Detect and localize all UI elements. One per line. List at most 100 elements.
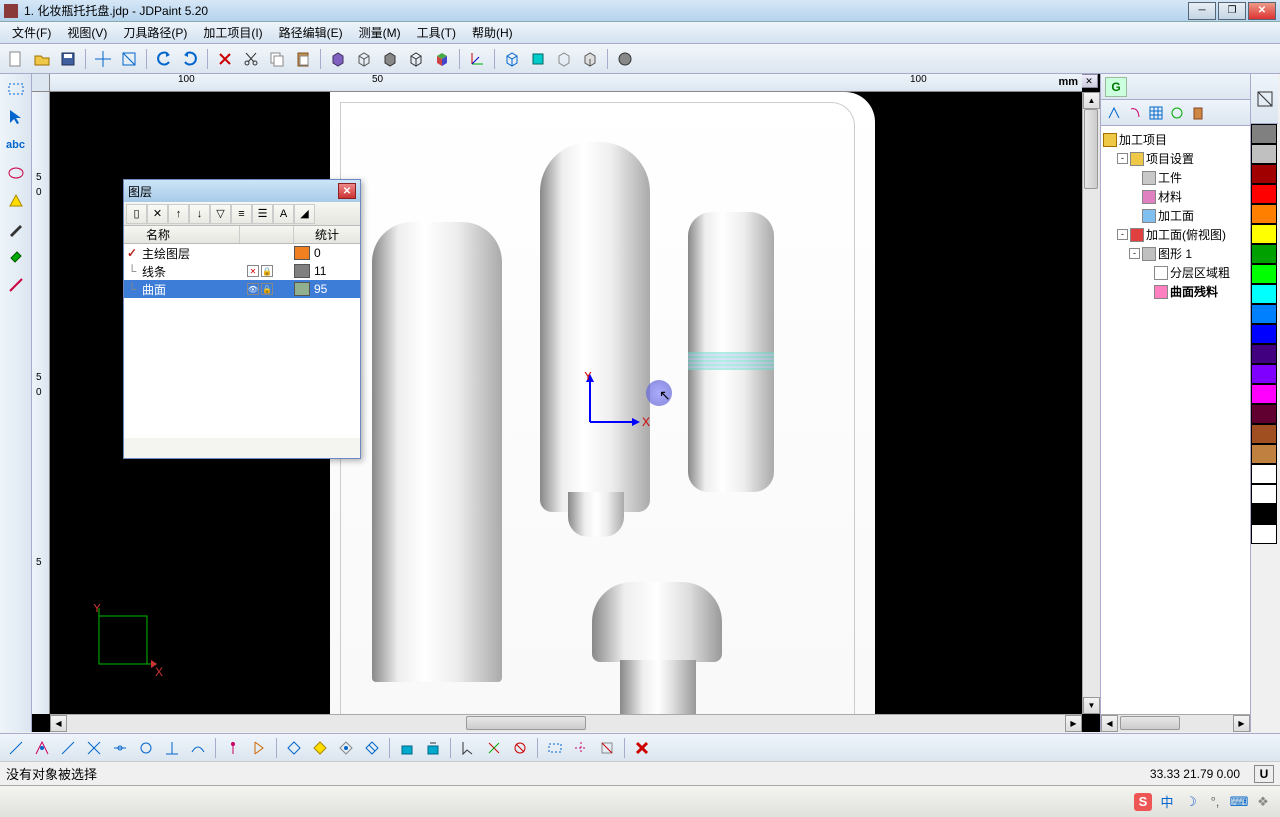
vertical-scrollbar[interactable]: ▲ ▼ [1082, 92, 1100, 714]
color-swatch[interactable] [1251, 404, 1277, 424]
text-tool-icon[interactable]: abc [3, 132, 29, 158]
status-u-button[interactable]: U [1254, 765, 1274, 783]
color-swatch[interactable] [1251, 204, 1277, 224]
btool-23[interactable] [630, 736, 654, 760]
btool-18[interactable] [482, 736, 506, 760]
layers-btn-3[interactable]: ↓ [189, 204, 210, 224]
layers-list[interactable]: ✓主绘图层0└线条✕🔒11└曲面👁🔒95 [124, 244, 360, 438]
layers-btn-0[interactable]: ▯ [126, 204, 147, 224]
layers-btn-5[interactable]: ≡ [231, 204, 252, 224]
scroll-right-button[interactable]: ▶ [1065, 715, 1082, 732]
color-swatch[interactable] [1251, 424, 1277, 444]
undo-button[interactable] [152, 47, 176, 71]
btool-17[interactable] [456, 736, 480, 760]
delete-button[interactable] [213, 47, 237, 71]
btool-8[interactable] [186, 736, 210, 760]
color-swatch[interactable] [1251, 344, 1277, 364]
fill-tool-icon[interactable] [3, 244, 29, 270]
box-button[interactable] [500, 47, 524, 71]
panel-scroll-right[interactable]: ▶ [1233, 715, 1250, 732]
layer-row[interactable]: ✓主绘图层0 [124, 244, 360, 262]
cut-button[interactable] [239, 47, 263, 71]
color-swatch[interactable] [1251, 464, 1277, 484]
btool-3[interactable] [56, 736, 80, 760]
menu-file[interactable]: 文件(F) [4, 22, 59, 43]
menu-measure[interactable]: 测量(M) [351, 22, 409, 43]
pen-tool-icon[interactable] [3, 216, 29, 242]
btool-20[interactable] [543, 736, 567, 760]
tree-root[interactable]: 加工项目 [1103, 130, 1248, 149]
panel-tab-g[interactable]: G [1105, 77, 1127, 97]
shape-tool-icon[interactable] [3, 188, 29, 214]
btool-12[interactable] [308, 736, 332, 760]
tree-item[interactable]: -项目设置 [1103, 149, 1248, 168]
horizontal-scrollbar[interactable]: ◀ ▶ [50, 714, 1082, 732]
menu-project[interactable]: 加工项目(I) [195, 22, 270, 43]
copy-button[interactable] [265, 47, 289, 71]
btool-13[interactable] [334, 736, 358, 760]
tree-item[interactable]: 工件 [1103, 168, 1248, 187]
panel-tool-5[interactable] [1189, 104, 1207, 122]
btool-5[interactable] [108, 736, 132, 760]
select-box-button[interactable] [117, 47, 141, 71]
scroll-down-button[interactable]: ▼ [1083, 697, 1100, 714]
color-swatch[interactable] [1251, 164, 1277, 184]
layers-btn-4[interactable]: ▽ [210, 204, 231, 224]
layers-btn-7[interactable]: A [273, 204, 294, 224]
tray-icon-s[interactable]: S [1134, 793, 1152, 811]
menu-help[interactable]: 帮助(H) [464, 22, 521, 43]
color-swatch[interactable] [1251, 364, 1277, 384]
btool-15[interactable] [395, 736, 419, 760]
layer-row[interactable]: └线条✕🔒11 [124, 262, 360, 280]
btool-2[interactable] [30, 736, 54, 760]
snap-button[interactable] [91, 47, 115, 71]
menu-tools[interactable]: 工具(T) [409, 22, 464, 43]
color-swatch[interactable] [1251, 304, 1277, 324]
layers-dialog[interactable]: 图层 ✕ ▯ ✕ ↑ ↓ ▽ ≡ ☰ A ◢ 名称 统计 ✓主绘图层0└线条✕🔒… [123, 179, 361, 459]
btool-9[interactable] [221, 736, 245, 760]
knife-tool-icon[interactable] [3, 272, 29, 298]
color-swatch[interactable] [1251, 264, 1277, 284]
layers-dialog-titlebar[interactable]: 图层 ✕ [124, 180, 360, 202]
minimize-button[interactable]: ─ [1188, 2, 1216, 20]
color-swatch[interactable] [1251, 504, 1277, 524]
tree-item[interactable]: -图形 1 [1103, 244, 1248, 263]
scroll-thumb-v[interactable] [1084, 109, 1098, 189]
layers-btn-2[interactable]: ↑ [168, 204, 189, 224]
close-button[interactable]: ✕ [1248, 2, 1276, 20]
btool-19[interactable] [508, 736, 532, 760]
cube-solid-button[interactable] [326, 47, 350, 71]
menu-pathedit[interactable]: 路径编辑(E) [271, 22, 351, 43]
btool-21[interactable] [569, 736, 593, 760]
color-swatch[interactable] [1251, 144, 1277, 164]
shaded-box-button[interactable] [578, 47, 602, 71]
color-swatch[interactable] [1251, 324, 1277, 344]
render-button[interactable] [613, 47, 637, 71]
cube-wire3-button[interactable] [404, 47, 428, 71]
panel-tool-2[interactable] [1126, 104, 1144, 122]
project-tree[interactable]: 加工项目 -项目设置工件材料加工面-加工面(俯视图)-图形 1分层区域粗曲面残料 [1101, 126, 1250, 714]
scroll-up-button[interactable]: ▲ [1083, 92, 1100, 109]
panel-tool-1[interactable] [1105, 104, 1123, 122]
rect-tool-icon[interactable] [3, 76, 29, 102]
axis-button[interactable] [465, 47, 489, 71]
cube-wire2-button[interactable] [378, 47, 402, 71]
panel-scrollbar[interactable]: ◀ ▶ [1101, 714, 1250, 732]
btool-4[interactable] [82, 736, 106, 760]
redo-button[interactable] [178, 47, 202, 71]
menu-toolpath[interactable]: 刀具路径(P) [115, 22, 195, 43]
new-button[interactable] [4, 47, 28, 71]
btool-16[interactable] [421, 736, 445, 760]
color-swatch[interactable] [1251, 524, 1277, 544]
tree-item[interactable]: 加工面 [1103, 206, 1248, 225]
panel-tool-4[interactable] [1168, 104, 1186, 122]
palette-top-icon[interactable] [1256, 90, 1274, 108]
btool-22[interactable] [595, 736, 619, 760]
btool-7[interactable] [160, 736, 184, 760]
layers-dialog-close-button[interactable]: ✕ [338, 183, 356, 199]
panel-tool-3[interactable] [1147, 104, 1165, 122]
color-swatch[interactable] [1251, 124, 1277, 144]
btool-10[interactable] [247, 736, 271, 760]
btool-6[interactable] [134, 736, 158, 760]
tree-item[interactable]: 曲面残料 [1103, 282, 1248, 301]
